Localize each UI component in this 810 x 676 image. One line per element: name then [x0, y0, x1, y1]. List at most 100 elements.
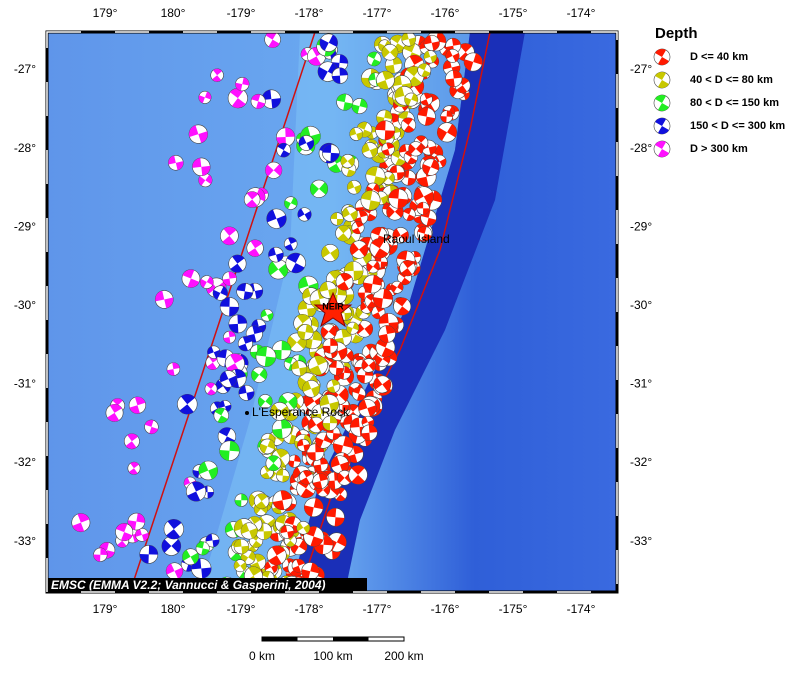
beachball [375, 337, 396, 358]
beachball [304, 497, 324, 518]
beachball [166, 362, 181, 376]
beachball-quadrants [228, 314, 247, 333]
beachball-quadrants [346, 445, 364, 463]
beachball-quadrants [356, 322, 373, 336]
beachball [296, 521, 311, 535]
beachball-quadrants [422, 159, 439, 175]
beachball [463, 52, 483, 72]
beachball [445, 48, 460, 63]
beachball-quadrants [363, 206, 377, 221]
beachball-quadrants [155, 290, 174, 309]
beachball [276, 142, 291, 158]
beachball-quadrants [322, 144, 340, 162]
lat-label: -30° [630, 298, 652, 312]
beachball-quadrants [246, 191, 259, 208]
lat-label: -29° [630, 219, 652, 233]
map-area: NEIR Raoul Island L'Esperance Rock EMSC … [47, 32, 617, 592]
beachball-quadrants [403, 208, 415, 221]
beachball-quadrants [333, 436, 353, 456]
beachball [384, 56, 403, 74]
beachball-quadrants [264, 561, 278, 573]
beachball [375, 120, 396, 141]
beachball [347, 180, 362, 195]
legend-label: D <= 40 km [690, 51, 748, 63]
beachball-quadrants [418, 63, 431, 77]
beachball [115, 523, 134, 542]
beachball [182, 548, 199, 566]
lon-label: -174° [567, 602, 596, 616]
beachball [212, 285, 228, 301]
beachball [198, 173, 213, 188]
beachball [301, 562, 320, 581]
beachball-quadrants [375, 120, 395, 140]
beachball-quadrants [655, 72, 669, 88]
beachball [346, 321, 360, 335]
station-star [313, 291, 353, 328]
lat-label: -33° [630, 534, 652, 548]
beachball [240, 522, 258, 540]
lon-label: 180° [161, 602, 186, 616]
beachball-quadrants [382, 46, 398, 59]
beachball-quadrants [167, 362, 180, 376]
beachball-quadrants [261, 309, 274, 321]
beachball-quadrants [218, 400, 232, 413]
beachball-quadrants [266, 209, 287, 228]
beachball-quadrants [307, 443, 324, 461]
beachball [365, 166, 386, 187]
beachball [373, 375, 392, 394]
beachball-quadrants [276, 127, 295, 147]
beachball-quadrants [361, 424, 378, 441]
beachball [177, 393, 198, 415]
beachball-quadrants [362, 142, 378, 158]
beachball [361, 358, 376, 373]
beachball [322, 144, 340, 162]
beachball-quadrants [234, 560, 247, 571]
beachball-quadrants [205, 533, 220, 548]
credit: EMSC (EMMA V2.2; Vannucci & Gasperini, 2… [51, 578, 326, 592]
beachball [276, 127, 296, 147]
beachball-quadrants [445, 38, 461, 54]
beachball-quadrants [166, 563, 183, 579]
beachball [268, 246, 284, 263]
beachball [417, 226, 433, 242]
beachball [393, 297, 412, 316]
beachball-quadrants [655, 49, 669, 65]
beachball [272, 490, 293, 511]
beachball-quadrants [272, 490, 292, 510]
beachball-quadrants [241, 551, 256, 564]
beachball-quadrants [445, 70, 462, 87]
beachball [351, 221, 365, 235]
beachball-quadrants [251, 368, 267, 381]
beachball [440, 110, 453, 123]
lon-label: -175° [499, 602, 528, 616]
beachball [188, 124, 208, 144]
beachball-quadrants [373, 288, 393, 309]
beachball-quadrants [125, 433, 138, 449]
beachball [381, 142, 395, 156]
beachball [413, 186, 434, 207]
beachball-quadrants [405, 150, 417, 164]
beachball [219, 440, 240, 461]
beachball-quadrants [413, 187, 434, 206]
lon-label: -176° [431, 6, 460, 20]
beachball-quadrants [297, 324, 314, 340]
beachball-quadrants [258, 395, 273, 407]
events [71, 32, 483, 592]
beachball-quadrants [277, 143, 290, 158]
beachball [297, 207, 312, 222]
beachball [204, 382, 218, 396]
place-dot [245, 411, 249, 415]
lon-label: 179° [93, 602, 118, 616]
beachball-quadrants [349, 127, 363, 141]
beachball-quadrants [223, 331, 236, 344]
beachball-quadrants [330, 212, 344, 226]
beachball [284, 196, 298, 210]
beachball-quadrants [337, 273, 352, 291]
beachball-quadrants [401, 32, 416, 46]
beachball [419, 92, 433, 106]
beachball-quadrants [213, 286, 228, 300]
beachball-quadrants [402, 117, 415, 133]
beachball [235, 77, 250, 92]
beachball [259, 438, 276, 455]
beachball-quadrants [296, 522, 310, 534]
